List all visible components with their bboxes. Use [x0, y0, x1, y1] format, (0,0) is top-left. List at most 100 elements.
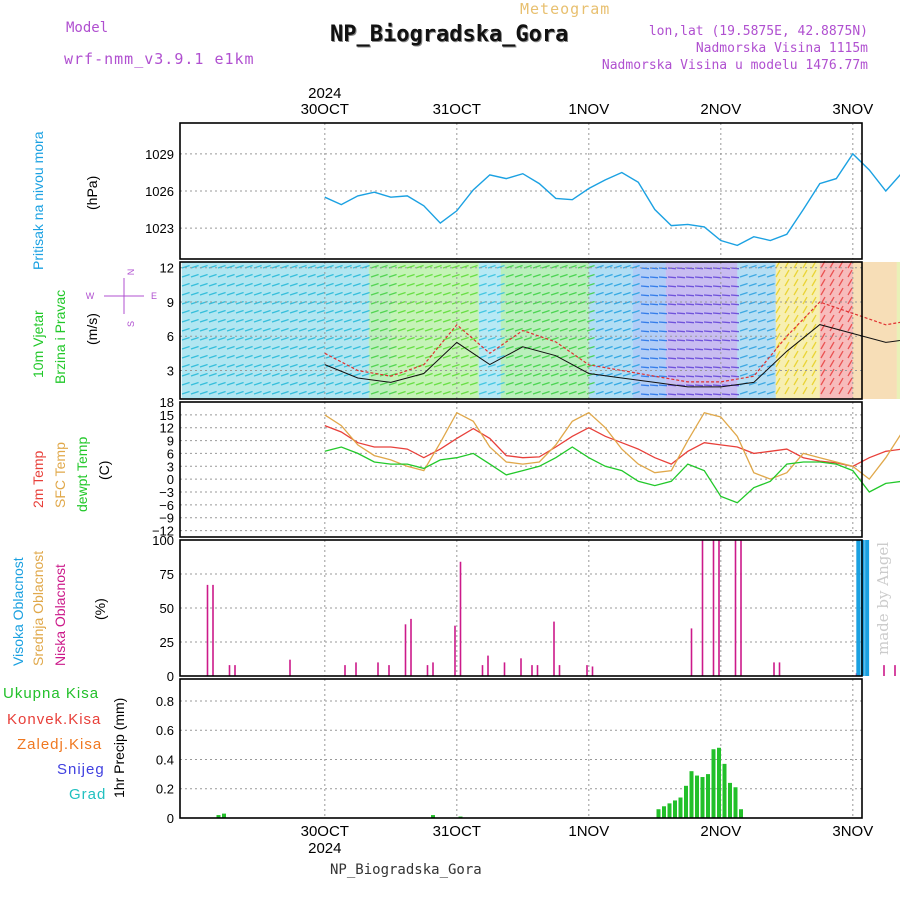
wind-barb	[379, 309, 388, 314]
wind-barb	[613, 336, 622, 341]
wind-barb	[757, 282, 766, 287]
wind-barb	[559, 318, 568, 323]
wind-barb	[550, 300, 559, 305]
wind-barb	[199, 381, 208, 386]
wind-barb	[568, 345, 577, 350]
wind-barb	[640, 321, 650, 324]
wind-barb	[847, 350, 853, 359]
wind-barb	[316, 318, 325, 323]
wind-barb	[370, 327, 379, 332]
wind-barb	[721, 303, 731, 306]
wind-barb	[469, 318, 478, 323]
wind-barb	[793, 314, 799, 323]
wind-barb	[208, 318, 217, 323]
precip-ytick: 0.4	[156, 752, 174, 767]
wind-barb	[235, 390, 244, 395]
wind-barb	[739, 309, 748, 314]
wind-barb	[199, 327, 208, 332]
wind-barb	[280, 273, 289, 278]
wind-barb	[343, 309, 352, 314]
wind-barb	[469, 372, 478, 377]
wind-barb	[244, 273, 253, 278]
wind-barb	[622, 336, 631, 341]
wind-barb	[694, 303, 704, 306]
low-cloud-bar	[536, 665, 539, 676]
wind-barb	[451, 327, 460, 332]
wind-barb	[640, 267, 650, 270]
wind-barb	[631, 336, 640, 341]
wind-barb	[316, 291, 325, 296]
wind-barb	[388, 354, 397, 359]
wind-barb	[289, 273, 298, 278]
low-cloud-bar	[212, 584, 214, 676]
wind-barb	[415, 354, 424, 359]
wind-barb	[442, 318, 451, 323]
wind-barb	[685, 276, 695, 279]
wind-barb	[289, 327, 298, 332]
wind-barb	[469, 309, 478, 314]
wind-barb	[514, 354, 523, 359]
wind-barb	[757, 309, 766, 314]
wind-barb	[289, 291, 298, 296]
wind-barb	[649, 384, 659, 387]
wind-barb	[766, 372, 775, 377]
wind-barb	[478, 381, 487, 386]
wind-barb	[586, 336, 595, 341]
wind-barb	[550, 282, 559, 287]
wind-barb	[397, 336, 406, 341]
wind-barb	[703, 375, 713, 378]
wind-barb	[208, 282, 217, 287]
low-cloud-bar	[773, 662, 775, 676]
wind-barb	[766, 309, 775, 314]
wind-barb	[235, 363, 244, 368]
wind-barb	[802, 278, 808, 287]
wind-barb	[253, 336, 262, 341]
wind-barb	[379, 291, 388, 296]
compass-n: N	[126, 269, 136, 276]
wind-barb	[199, 282, 208, 287]
wind-barb	[775, 278, 781, 287]
wind-field-band	[852, 262, 897, 399]
wind-barb	[640, 393, 650, 396]
wind-barb	[676, 312, 686, 315]
wind-barb	[613, 390, 622, 395]
wind-barb	[460, 363, 469, 368]
wind-barb	[415, 327, 424, 332]
wind-barb	[271, 345, 280, 350]
wind-barb	[820, 296, 826, 305]
wind-barb	[775, 332, 781, 341]
wind-barb	[604, 336, 613, 341]
wind-barb	[415, 318, 424, 323]
wind-barb	[496, 372, 505, 377]
wind-barb	[730, 366, 740, 369]
wind-barb	[730, 330, 740, 333]
wind-barb	[676, 393, 686, 396]
wind-barb	[487, 273, 496, 278]
wind-barb	[811, 269, 817, 278]
wind-barb	[271, 363, 280, 368]
wind-barb	[721, 339, 731, 342]
wind-barb	[352, 291, 361, 296]
wind-barb	[442, 309, 451, 314]
wind-barb	[433, 282, 442, 287]
wind-barb	[361, 345, 370, 350]
wind-barb	[730, 375, 740, 378]
wind-barb	[793, 359, 799, 368]
wind-barb	[658, 366, 668, 369]
wind-barb	[190, 282, 199, 287]
wind-barb	[811, 359, 817, 368]
wind-barb	[271, 327, 280, 332]
wind-barb	[640, 303, 650, 306]
wind-barb	[532, 336, 541, 341]
wind-barb	[208, 327, 217, 332]
wind-barb	[217, 363, 226, 368]
wind-barb	[631, 309, 640, 314]
wind-barb	[334, 372, 343, 377]
wind-barb	[487, 300, 496, 305]
wind-barb	[847, 305, 853, 314]
wind-barb	[388, 309, 397, 314]
wind-barb	[577, 318, 586, 323]
wind-barb	[397, 381, 406, 386]
wind-barb	[505, 381, 514, 386]
panel-frame-1	[179, 261, 863, 400]
